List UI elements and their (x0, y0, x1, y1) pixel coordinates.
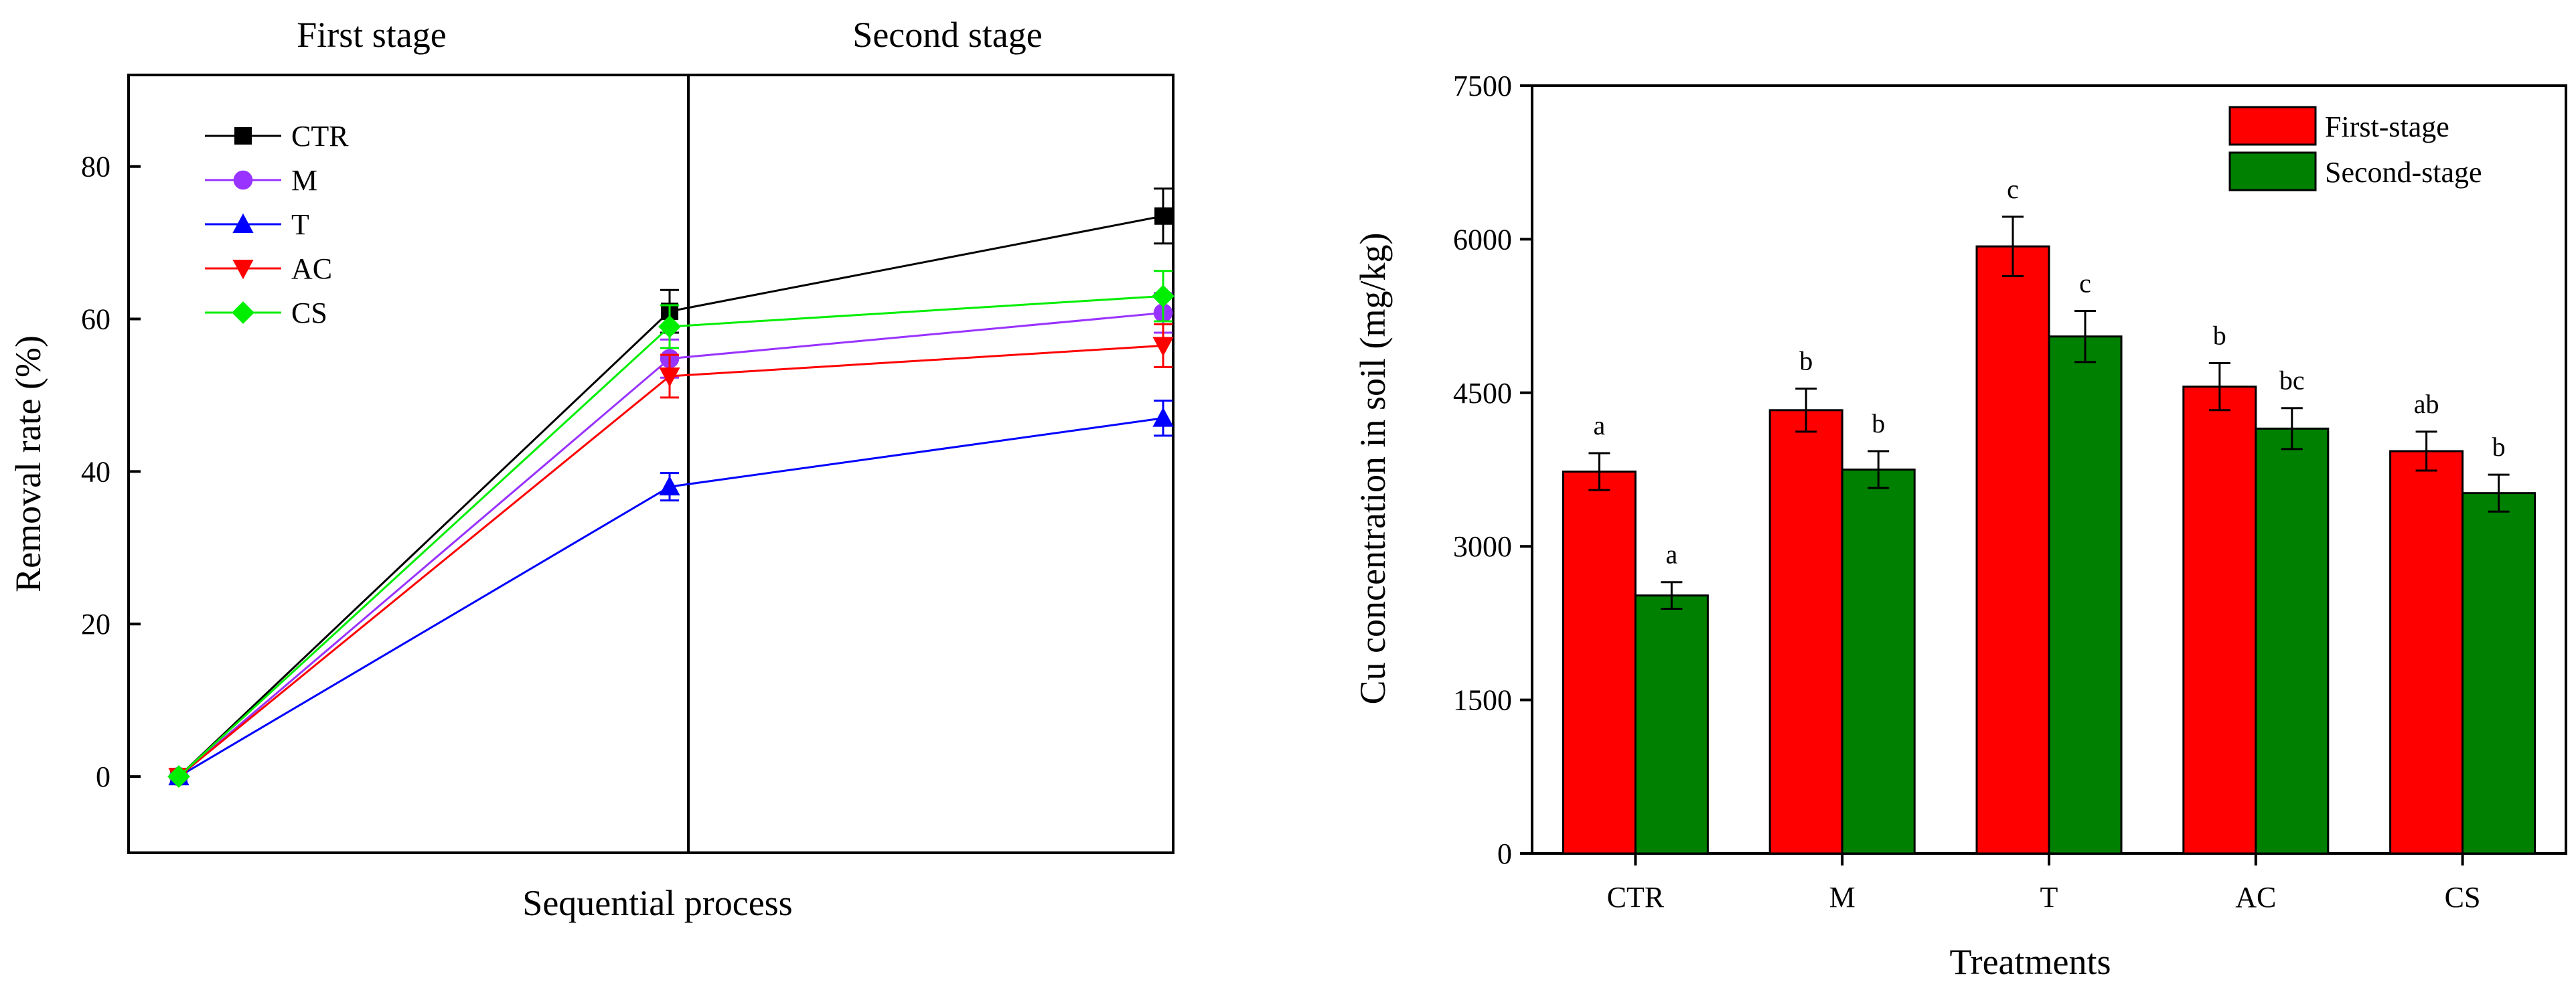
removal-rate-line-chart: First stage Second stage Sequential proc… (8, 15, 1175, 923)
category-label-ctr: CTR (1607, 881, 1665, 914)
legend-swatch-second-stage (2228, 151, 2317, 191)
data-point-cs (658, 315, 681, 338)
bar-m (1768, 409, 1843, 855)
right-y-axis: 0 1500 3000 4500 6000 7500 (1453, 70, 1532, 870)
right-x-axis: CTR M T AC CS (1607, 853, 2481, 914)
significance-label: b (2213, 320, 2226, 350)
legend-label-t: T (291, 208, 309, 241)
series-t (168, 399, 1174, 786)
left-y-axis: 0 20 40 60 80 (81, 151, 141, 793)
legend-label-second-stage: Second-stage (2325, 156, 2482, 189)
significance-label: c (2079, 268, 2091, 298)
right-y-tick-label: 7500 (1453, 70, 1512, 102)
series-cs (167, 270, 1175, 788)
data-point-cs (167, 765, 190, 788)
left-y-tick-label: 80 (81, 151, 110, 183)
series-line-t (178, 417, 1164, 778)
series-m (169, 292, 1173, 787)
right-y-tick-label: 6000 (1453, 223, 1512, 256)
data-point-ac (1152, 337, 1174, 357)
bar-ctr (1562, 471, 1637, 855)
significance-label: b (1799, 346, 1813, 376)
bar-cs (2389, 450, 2464, 855)
stage-label-second: Second stage (852, 15, 1042, 55)
bar-m (1841, 469, 1916, 855)
legend-label-first-stage: First-stage (2325, 110, 2449, 143)
significance-label: b (1872, 408, 1885, 438)
left-series-group (167, 187, 1175, 788)
bar-t (2048, 335, 2123, 855)
left-legend: CTR MT AC CS (205, 120, 349, 329)
legend-marker-m (233, 170, 253, 190)
legend-marker-ac (232, 260, 254, 280)
bar-ctr (1634, 594, 1709, 855)
significance-label: a (1594, 410, 1606, 440)
category-label-t: T (2040, 881, 2058, 914)
significance-label: a (1666, 540, 1678, 570)
category-label-m: M (1829, 881, 1855, 914)
left-y-tick-label: 20 (81, 608, 110, 641)
right-y-tick-label: 1500 (1453, 684, 1512, 717)
legend-label-cs: CS (291, 297, 327, 329)
bar-t (1975, 245, 2050, 855)
right-y-axis-title: Cu concentration in soil (mg/kg) (1353, 233, 1393, 705)
significance-label: bc (2279, 365, 2305, 396)
series-line-ac (178, 344, 1164, 778)
legend-label-ac: AC (291, 252, 332, 285)
bar-ac (2255, 427, 2330, 855)
stage-label-first: First stage (297, 15, 447, 55)
data-point-t (659, 475, 680, 496)
legend-marker-cs (232, 301, 254, 324)
legend-marker-ctr (234, 127, 252, 145)
right-y-tick-label: 3000 (1453, 530, 1512, 563)
legend-label-m: M (291, 164, 317, 197)
cu-concentration-bar-chart: Treatments Cu concentration in soil (mg/… (1353, 70, 2567, 982)
left-y-tick-label: 0 (96, 760, 110, 793)
left-y-tick-label: 40 (81, 455, 110, 488)
left-y-axis-title: Removal rate (%) (8, 335, 48, 592)
legend-marker-t (232, 213, 254, 233)
significance-label: ab (2414, 389, 2439, 419)
legend-label-ctr: CTR (291, 120, 349, 153)
right-x-axis-title: Treatments (1950, 942, 2111, 982)
right-legend: First-stage Second-stage (2228, 106, 2482, 191)
data-point-ctr (1154, 207, 1172, 225)
data-point-t (1152, 407, 1174, 427)
significance-label: c (2007, 174, 2019, 204)
category-label-cs: CS (2445, 881, 2481, 914)
left-x-axis-title: Sequential process (522, 883, 792, 923)
legend-swatch-first-stage (2228, 106, 2317, 146)
plot-frame (127, 74, 1175, 854)
bar-ac (2182, 386, 2257, 855)
significance-label: b (2492, 432, 2506, 462)
bar-cs (2461, 492, 2536, 855)
right-y-tick-label: 0 (1497, 837, 1512, 870)
data-point-ac (659, 367, 680, 388)
series-ac (168, 323, 1174, 788)
data-point-cs (1152, 284, 1175, 308)
left-y-tick-label: 60 (81, 303, 110, 336)
right-y-tick-label: 4500 (1453, 377, 1512, 410)
category-label-ac: AC (2235, 881, 2276, 914)
